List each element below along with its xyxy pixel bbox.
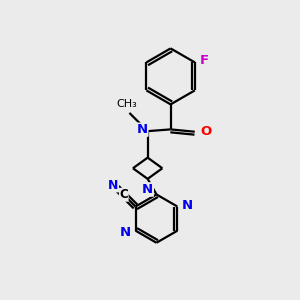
Text: N: N bbox=[137, 123, 148, 136]
Text: N: N bbox=[120, 226, 131, 238]
Text: N: N bbox=[108, 179, 119, 192]
Text: N: N bbox=[182, 199, 193, 212]
Text: CH₃: CH₃ bbox=[117, 99, 137, 110]
Text: O: O bbox=[200, 125, 211, 138]
Text: N: N bbox=[142, 183, 153, 196]
Text: F: F bbox=[199, 53, 208, 67]
Text: C: C bbox=[119, 188, 128, 201]
